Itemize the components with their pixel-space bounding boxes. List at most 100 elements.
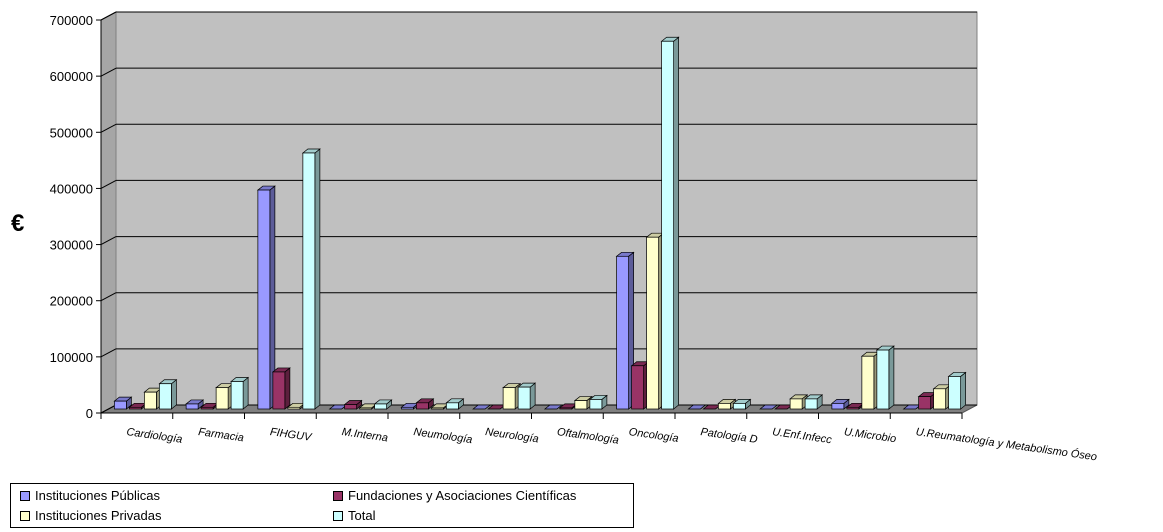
bar-front [574,400,588,410]
legend-swatch [20,490,30,501]
bar-side [888,345,895,410]
bar [917,391,937,410]
category-label: U.Microbio [843,426,897,445]
bar [875,345,895,410]
bar-front [502,387,516,410]
gridline-side [100,11,117,21]
gridline-side [100,348,117,358]
category-label: Neurología [484,426,539,445]
legend-swatch [20,510,30,521]
bar-front [257,189,271,410]
bar [415,398,435,410]
bar [932,384,952,410]
bar [271,367,291,410]
bar-front [287,406,301,410]
bar-front [446,402,459,410]
bar [615,251,635,410]
bar [573,395,593,410]
axes [96,19,963,419]
bars [113,36,967,410]
category-label: U.Reumatología y Metabolismo Óseo [915,425,1098,463]
gridline-side [100,404,117,414]
bar [804,394,824,410]
bar-front [861,355,875,410]
legend-label: Instituciones Públicas [35,488,161,503]
category-label: Oftalmología [556,426,619,447]
bar-top [687,404,707,410]
bar [113,396,133,410]
bar [373,399,393,410]
bar-side [171,379,177,410]
bar-front [733,403,746,410]
bar-front [401,406,414,410]
bar-front [559,407,573,410]
legend-label: Fundaciones y Asociaciones Científicas [348,488,577,503]
bar [860,351,880,410]
bar-front [646,236,659,410]
bar-side [960,371,966,410]
bar-front [230,381,244,410]
bar-side [242,376,249,410]
bar-front [718,403,731,410]
bar-front [831,403,845,410]
legend-swatch [333,490,343,501]
y-axis-label: € [11,210,24,237]
y-tick-label: 300000 [50,238,93,253]
category-label: Oncología [628,426,679,445]
bar-top [543,404,563,410]
bar-front [933,388,946,410]
bar-side [529,382,536,410]
category-label: Farmacia [197,426,244,444]
gridline-side [100,179,117,189]
bar-front [159,383,172,410]
y-tick-label: 100000 [50,350,93,365]
bar-front [129,406,142,410]
bar-side [314,148,321,410]
bar [732,398,752,410]
category-label: FIHGUV [269,426,313,444]
legend-item: Total [333,508,375,523]
bar-front [431,407,444,410]
y-tick-label: 600000 [50,69,93,84]
plot-walls [100,11,978,414]
category-labels: Cardiología Farmacia FIHGUV M.Interna Neumol… [126,425,1098,463]
bar [702,404,722,410]
bar-front [918,396,931,410]
bar [301,148,321,410]
legend-item: Fundaciones y Asociaciones Científicas [333,488,576,503]
bar [947,371,967,410]
gridline-side [100,236,117,246]
bar-front [144,391,157,410]
bar-front [416,402,429,410]
gridline-side [100,292,117,302]
legend-label: Instituciones Privadas [35,508,162,523]
bar [143,387,163,410]
bar [830,398,850,410]
bar [445,398,465,410]
bar-front [272,371,286,410]
bar-side [673,36,679,410]
y-tick-label: 700000 [50,13,93,28]
bar-top [759,404,779,410]
bar-front [374,403,387,410]
bar [517,382,537,410]
bar [588,394,608,410]
gridline-side [100,67,117,77]
bar-front [789,398,803,410]
gridline-side [100,123,117,133]
bar-front [616,255,629,410]
bar-front [359,407,372,410]
legend-item: Instituciones Públicas [20,488,160,503]
y-tick-labels: 0 100000 200000 300000 400000 500000 600000 700… [50,13,93,421]
bar-front [661,40,674,410]
bar [687,404,707,410]
category-label: M.Interna [341,426,389,444]
bar [215,382,235,410]
bar-front [846,406,860,410]
legend: Instituciones Públicas Fundaciones y Asoc… [10,483,634,528]
bar-front [114,400,127,410]
category-label: U.Enf.Infecc [771,426,832,446]
legend-item: Instituciones Privadas [20,508,161,523]
bar [789,394,809,410]
y-tick-label: 400000 [50,181,93,196]
